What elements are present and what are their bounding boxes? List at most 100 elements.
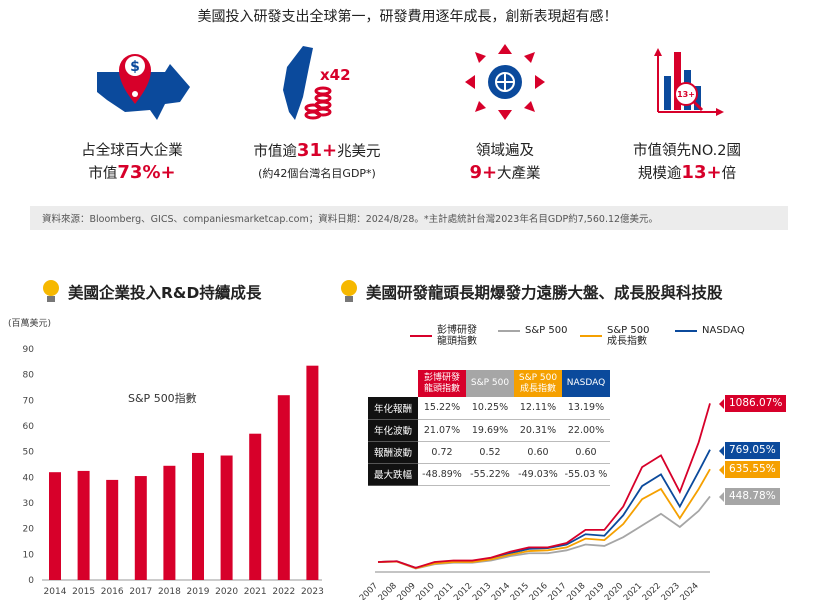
bar (49, 472, 61, 580)
feature-industries: 領域遍及 9+大產業 (420, 140, 590, 185)
source-note: 資料來源：Bloomberg、GICS、companiesmarketcap.c… (30, 206, 788, 230)
table-header: NASDAQ (562, 370, 610, 397)
bar (192, 452, 204, 580)
legend-label: S&P 500 成長指數 (607, 325, 650, 347)
table-row: 報酬波動 0.72 0.52 0.60 0.60 (368, 441, 610, 464)
end-value-label: 448.78% (719, 488, 780, 506)
lightbulb-icon (42, 280, 60, 304)
bar (77, 470, 90, 580)
taiwan-coins-icon: x42 (283, 46, 351, 120)
y-tick-label: 10 (23, 550, 35, 560)
feature-text: 倍 (721, 166, 737, 182)
feature-text: 市值領先NO.2國 (632, 143, 741, 159)
table-cell: -55.03 % (562, 463, 610, 486)
page-title: 美國投入研發支出全球第一，研發費用逐年成長，創新表現超有感！ (197, 9, 618, 25)
table-header: S&P 500 成長指數 (514, 370, 562, 397)
series-line-2 (377, 468, 711, 570)
end-value-label: 769.05% (719, 441, 780, 459)
table-cell: 21.07% (418, 419, 466, 442)
table-cell: 20.31% (514, 419, 562, 442)
series-line-1 (377, 495, 711, 570)
svg-text:$: $ (130, 59, 140, 75)
end-value-label: 1086.07% (718, 395, 787, 413)
legend-label: 彭博研發 龍頭指數 (437, 325, 477, 347)
bar (249, 433, 262, 580)
heading-text: 美國研發龍頭長期爆發力遠勝大盤、成長股與科技股 (366, 284, 723, 302)
x-tick-label: 2019 (187, 587, 210, 597)
legend-label: S&P 500 (525, 325, 568, 336)
row-label: 年化波動 (368, 419, 418, 442)
feature-highlight: 9+ (469, 162, 498, 183)
x-tick-label: 2014 (44, 587, 67, 597)
svg-text:x42: x42 (320, 66, 351, 84)
left-heading: 美國企業投入R&D持續成長 (42, 280, 261, 304)
x-tick-label: 2021 (244, 587, 267, 597)
feature-text: 兆美元 (337, 144, 381, 160)
feature-highlight: 73%+ (117, 162, 176, 183)
right-heading: 美國研發龍頭長期爆發力遠勝大盤、成長股與科技股 (340, 280, 723, 304)
legend-swatch (675, 329, 697, 332)
x-tick-label: 2016 (101, 587, 124, 597)
legend-item: S&P 500 (498, 325, 567, 336)
x-tick-label: 2020 (215, 587, 238, 597)
x-tick-label: 2024 (678, 581, 700, 600)
y-tick-label: 80 (23, 371, 35, 381)
bar (134, 476, 147, 580)
table-cell: -48.89% (418, 463, 466, 486)
feature-highlight: 31+ (296, 140, 338, 161)
y-tick-label: 40 (23, 473, 35, 483)
legend-item: 彭博研發 龍頭指數 (410, 325, 477, 347)
table-cell: 0.60 (514, 441, 562, 464)
legend-swatch (498, 329, 520, 332)
y-tick-label: 30 (23, 499, 35, 509)
returns-line-chart: 2007200820092010201120122013201420152016… (358, 403, 711, 600)
y-tick-label: 50 (23, 448, 35, 458)
feature-text: 大產業 (497, 166, 541, 182)
y-axis-label: (百萬美元) (8, 317, 51, 329)
series-line-0 (377, 403, 711, 569)
feature-text: 市值逾 (253, 144, 297, 160)
x-tick-label: 2015 (72, 587, 95, 597)
legend-swatch (580, 335, 602, 337)
feature-text: 規模逾 (637, 166, 682, 182)
y-tick-label: 90 (23, 345, 35, 355)
table-cell: 0.60 (562, 441, 610, 464)
y-tick-label: 60 (23, 422, 35, 432)
row-label: 最大跌幅 (368, 463, 418, 486)
x-tick-label: 2017 (129, 587, 152, 597)
y-tick-label: 20 (23, 525, 35, 535)
y-tick-label: 0 (28, 576, 34, 586)
bar (220, 455, 233, 580)
chart-title: S&P 500指數 (128, 391, 197, 405)
feature-text: 占全球百大企業 (81, 143, 183, 159)
table-cell: 0.72 (418, 441, 466, 464)
globe-gear-arrows-icon (465, 44, 545, 120)
table-header: S&P 500 (466, 370, 514, 397)
row-label: 報酬波動 (368, 441, 418, 464)
legend-item: S&P 500 成長指數 (580, 325, 649, 347)
table-cell: 13.19% (562, 397, 610, 420)
table-cell: 22.00% (562, 419, 610, 442)
x-tick-label: 2018 (158, 587, 181, 597)
legend-swatch (410, 335, 432, 337)
rd-bar-chart: (百萬美元) S&P 500指數 0 10 20 30 40 50 60 70 80 90 2014 20… (8, 317, 324, 597)
bar (306, 365, 319, 580)
feature-market-cap: 市值逾31+兆美元 (約42個台灣名目GDP*) (232, 140, 402, 185)
bar (106, 479, 119, 580)
feature-highlight: 13+ (681, 162, 722, 183)
table-header: 彭博研發 龍頭指數 (418, 370, 466, 397)
stats-table: 彭博研發 龍頭指數 S&P 500 S&P 500 成長指數 NASDAQ 年化報酬 15.2… (368, 370, 610, 486)
table-row: 年化報酬 15.22% 10.25% 12.11% 13.19% (368, 397, 610, 420)
feature-text: 市值 (88, 166, 118, 182)
lightbulb-icon (340, 280, 358, 304)
table-cell: 12.11% (514, 397, 562, 420)
table-cell: 10.25% (466, 397, 514, 420)
table-row: 最大跌幅 -48.89% -55.22% -49.03% -55.03 % (368, 463, 610, 486)
end-value-label: 635.55% (719, 461, 780, 479)
bar-chart-magnifier-icon: 13+ (654, 48, 724, 116)
feature-lead: 市值領先NO.2國 規模逾13+倍 (602, 140, 772, 185)
feature-note: (約42個台灣名目GDP*) (258, 167, 376, 180)
bar (277, 395, 290, 580)
row-label: 年化報酬 (368, 397, 418, 420)
legend-item: NASDAQ (675, 325, 745, 336)
